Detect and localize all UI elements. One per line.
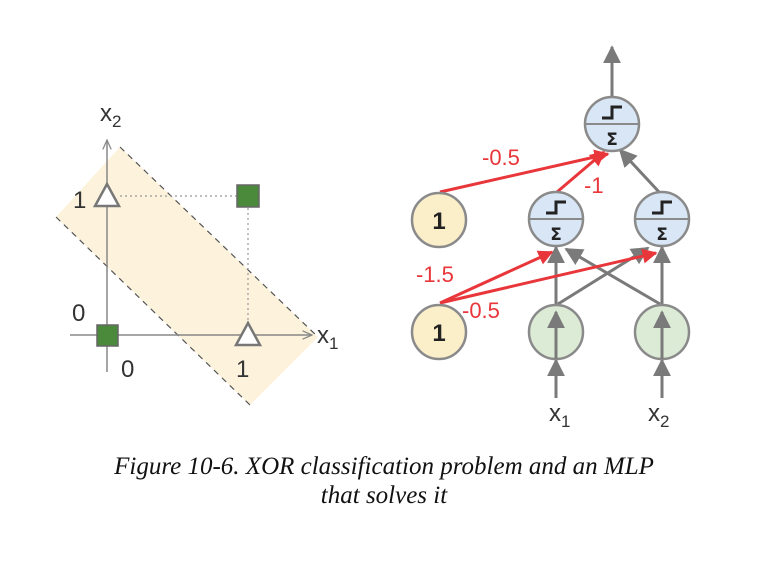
point-triangle-0-1 [92,181,122,208]
caption-line-2: that solves it [320,482,448,509]
x-tick-1: 1 [236,356,249,383]
xor-plot: x2 x1 1 0 0 1 [55,100,338,406]
edge-x2-to-h1 [564,247,661,306]
bias-neuron-output: 1 [410,191,468,249]
input-label-x1: x1 [549,400,570,431]
point-square-0-0 [96,324,119,347]
input-label-x2: x2 [648,400,669,431]
point-square-1-1 [236,184,260,208]
sigma-icon: Σ [550,225,562,245]
hidden-neuron-1: Σ [527,190,585,248]
weight-output-bias: -0.5 [482,145,520,170]
x-axis-label: x1 [317,322,338,353]
edge-h2-to-out [618,148,662,195]
step-function-icon [652,200,672,215]
svg-text:1: 1 [432,320,445,347]
output-neuron: Σ [583,95,641,153]
weight-hidden-bias-top: -1.5 [416,262,454,287]
step-function-icon [546,200,566,215]
edge-bias-to-h2 [439,248,658,305]
caption-line-1: Figure 10-6. XOR classification problem … [114,453,654,480]
bias-neuron-hidden: 1 [410,303,468,361]
y-axis-label: x2 [100,100,121,131]
step-function-icon [602,105,622,120]
figure-caption: Figure 10-6. XOR classification problem … [0,452,768,510]
y-tick-1: 1 [73,187,86,214]
sigma-icon: Σ [606,130,618,150]
weight-hidden-bias-bottom: -0.5 [462,298,500,323]
hidden-neuron-2: Σ [633,190,691,248]
x-tick-0: 0 [121,356,134,383]
edge-x1-to-h2 [557,246,650,306]
edge-h1-to-out [556,150,606,194]
mlp-network: -0.5 -1 -1.5 -0.5 1 1 Σ Σ [410,45,691,431]
decision-boundary-upper [119,146,319,338]
y-tick-0: 0 [72,300,85,327]
point-triangle-1-0 [233,320,263,347]
weight-hidden-to-output: -1 [584,173,604,198]
edge-bias-to-h1 [439,250,554,305]
decision-band [56,147,318,405]
svg-text:1: 1 [432,208,445,235]
decision-boundary-lower [55,216,251,406]
edge-bias-to-out [439,149,610,194]
sigma-icon: Σ [656,225,668,245]
